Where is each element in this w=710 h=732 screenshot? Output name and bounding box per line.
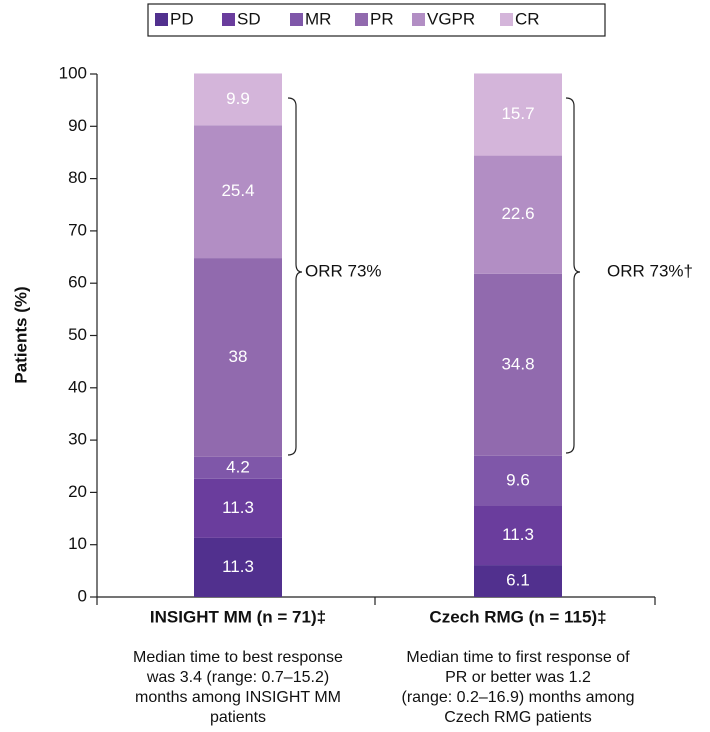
value-label: 9.6 — [506, 470, 530, 489]
category-note: patients — [210, 709, 266, 726]
y-tick-label: 10 — [68, 534, 87, 553]
y-tick-label: 50 — [68, 325, 87, 344]
category-note: Median time to best response — [133, 649, 343, 666]
value-label: 9.9 — [226, 89, 250, 108]
bracket — [287, 97, 303, 456]
legend-label: PD — [170, 9, 194, 28]
value-label: 11.3 — [502, 525, 534, 544]
y-tick-label: 90 — [68, 116, 87, 135]
value-label: 15.7 — [501, 104, 534, 123]
legend-label: SD — [237, 9, 261, 28]
bar-segment — [474, 455, 562, 506]
value-label: 22.6 — [501, 204, 534, 223]
annotation: ORR 73% — [305, 261, 382, 280]
value-label: 38 — [229, 347, 248, 366]
legend-swatch — [355, 13, 368, 26]
category-note: Czech RMG patients — [444, 709, 592, 726]
value-label: 6.1 — [506, 571, 530, 590]
category-note: PR or better was 1.2 — [445, 669, 591, 686]
y-tick-label: 70 — [68, 220, 87, 239]
y-axis-label: Patients (%) — [11, 286, 30, 383]
y-tick-label: 60 — [68, 273, 87, 292]
legend-swatch — [412, 13, 425, 26]
bar-segment — [474, 505, 562, 566]
bar-segment — [194, 537, 282, 597]
value-label: 25.4 — [221, 181, 254, 200]
value-label: 11.3 — [222, 498, 254, 517]
legend-label: MR — [305, 9, 331, 28]
legend-label: VGPR — [427, 9, 475, 28]
bar-segment — [194, 478, 282, 538]
category-note: was 3.4 (range: 0.7–15.2) — [146, 669, 329, 686]
value-label: 11.3 — [222, 557, 254, 576]
category-note: Median time to first response of — [406, 649, 630, 666]
bar-segment — [474, 565, 562, 597]
category-note: months among INSIGHT MM — [135, 689, 341, 706]
legend-swatch — [155, 13, 168, 26]
annotation: ORR 73%† — [607, 261, 693, 280]
y-tick-label: 20 — [68, 482, 87, 501]
y-tick-label: 0 — [78, 586, 87, 605]
bracket — [565, 97, 581, 454]
y-tick-label: 40 — [68, 377, 87, 396]
category-label: INSIGHT MM (n = 71)‡ — [150, 607, 326, 626]
category-note: (range: 0.2–16.9) months among — [401, 689, 634, 706]
bar-segment — [194, 258, 282, 457]
value-label: 4.2 — [226, 457, 250, 476]
value-label: 34.8 — [501, 354, 534, 373]
bar-segment — [474, 273, 562, 456]
bar-segment — [194, 456, 282, 479]
category-label: Czech RMG (n = 115)‡ — [429, 607, 606, 626]
bar-segment — [194, 125, 282, 259]
y-tick-label: 80 — [68, 168, 87, 187]
bar-segment — [474, 155, 562, 274]
legend-swatch — [290, 13, 303, 26]
bar-segment — [474, 73, 562, 156]
y-tick-label: 100 — [59, 63, 87, 82]
legend-swatch — [222, 13, 235, 26]
legend-swatch — [500, 13, 513, 26]
legend-label: PR — [370, 9, 394, 28]
legend-box — [147, 3, 606, 37]
y-tick-label: 30 — [68, 430, 87, 449]
legend-label: CR — [515, 9, 540, 28]
bar-segment — [194, 73, 282, 126]
